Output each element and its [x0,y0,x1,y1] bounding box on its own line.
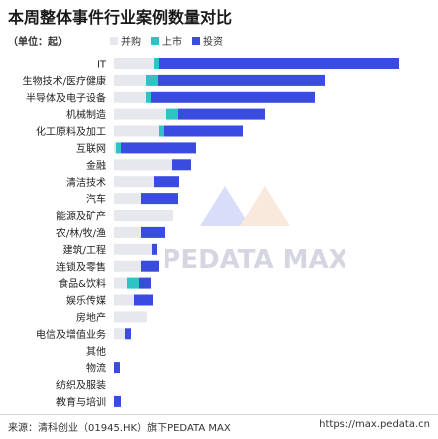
bar-segment-investment [164,125,243,137]
legend-swatch-merger [110,36,118,45]
category-label: 互联网 [76,143,106,155]
bar-segment-investment [125,328,131,340]
bar-segment-merger [114,294,134,306]
bar-segment-ipo [154,58,159,69]
category-label: 房地产 [76,311,106,324]
bar-segment-investment [154,176,179,188]
source-note: 来源：清科创业（01945.HK）旗下PEDATA MAX [8,423,231,434]
category-label: 电信及增值业务 [36,328,106,341]
bar-segment-merger [114,277,127,289]
bar-segment-investment [172,159,191,171]
bar-segment-investment [141,260,159,272]
bar-segment-ipo [146,91,151,103]
legend-label-merger: 并购 [121,37,141,48]
category-label: 能源及矿产 [56,210,106,223]
source-url: https://max.pedata.cn [319,419,430,430]
bar-segment-investment [152,243,157,255]
bar-segment-investment [121,142,196,154]
bar-segment-merger [114,176,154,188]
legend-item-ipo: 上市 [151,33,182,48]
bar-segment-merger [114,311,147,323]
bar-segment-merger [114,243,152,255]
bar-segment-merger [114,328,125,340]
bar-segment-investment [151,91,315,103]
watermark-text: PEDATA MAX [165,245,345,275]
bar-segment-investment [141,226,165,238]
category-label: 食品&饮料 [58,277,106,290]
watermark-triangle-blue [200,186,250,226]
bar-segment-merger [114,210,173,221]
bar-segment-ipo [166,108,178,120]
bar-segment-investment [159,58,399,69]
category-label: 连锁及零售 [56,260,106,273]
bar-segment-ipo [127,277,139,289]
bar-segment-merger [114,260,141,272]
bar-segment-ipo [146,74,158,86]
legend-label-investment: 投资 [203,37,223,48]
category-label: 机械制造 [66,108,106,121]
bar-segment-ipo [116,142,121,154]
bar-segment-investment [141,193,178,205]
watermark-logo: PEDATA MAX [165,186,345,275]
category-label: 物流 [86,362,106,375]
footer-divider [0,414,438,415]
bar-segment-merger [114,74,146,86]
bar-segment-merger [114,91,146,103]
bar-segment-merger [114,226,141,238]
bar-segment-merger [114,58,154,69]
bar-segment-investment [134,294,153,306]
legend: 并购 上市 投资 [110,33,223,48]
category-label: 其他 [86,345,106,358]
category-label: 纺织及服装 [56,379,106,392]
unit-label: （单位：起） [8,37,68,48]
bar-segment-merger [114,193,141,205]
legend-label-ipo: 上市 [162,37,182,48]
bar-segment-investment [114,362,120,374]
category-label: 生物技术/医疗健康 [23,74,106,87]
legend-item-merger: 并购 [110,33,141,48]
category-label: 农/林/牧/渔 [56,226,106,239]
category-label: 半导体及电子设备 [26,91,106,104]
bar-segment-investment [114,395,121,407]
legend-item-investment: 投资 [192,33,223,48]
bar-segment-merger [114,125,159,137]
category-label: IT [97,59,107,70]
chart-title: 本周整体事件行业案例数量对比 [8,8,233,27]
category-label: 教育与培训 [56,395,106,408]
bar-segment-investment [178,108,265,120]
category-label: 化工原料及加工 [36,125,106,138]
bar-segment-merger [114,108,166,120]
bar-segment-ipo [159,125,164,137]
bar-segment-investment [158,74,325,86]
legend-swatch-ipo [151,36,159,45]
category-label: 汽车 [86,193,106,206]
category-label: 金融 [86,159,106,172]
category-label: 清洁技术 [66,176,106,189]
bar-chart: IT 生物技术/医疗健康半导体及电子设备机械制造化工原料及加工互联网金融清洁技术汽… [23,58,399,408]
bar-segment-merger [114,142,116,154]
legend-swatch-investment [192,36,200,45]
bar-segment-investment [139,277,151,289]
category-label: 娱乐传媒 [66,294,106,307]
bar-segment-merger [114,159,172,171]
category-label: 建筑/工程 [63,243,106,256]
watermark-triangle-orange [240,186,290,226]
